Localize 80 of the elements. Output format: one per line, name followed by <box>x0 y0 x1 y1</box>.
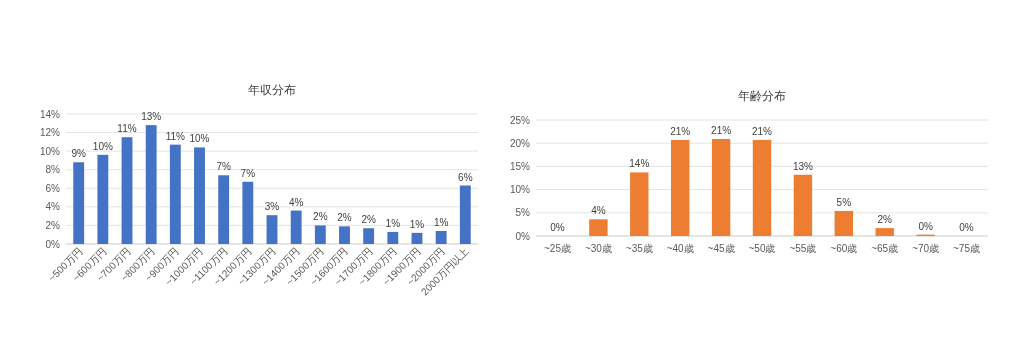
y-tick-label: 10% <box>39 145 61 157</box>
y-tick-label: 14% <box>39 108 61 120</box>
bar <box>834 210 854 236</box>
bar <box>121 137 133 244</box>
y-tick-label: 10% <box>509 184 531 196</box>
x-tick-label: ~40歳 <box>666 243 694 254</box>
bar <box>711 139 731 236</box>
data-label: 10% <box>189 133 210 145</box>
y-tick-label: 8% <box>45 164 61 176</box>
bar <box>290 210 302 244</box>
x-tick-label: ~50歳 <box>748 243 776 254</box>
y-tick-label: 0% <box>45 238 61 250</box>
bar <box>630 172 649 236</box>
data-label: 21% <box>711 125 732 137</box>
y-tick-label: 15% <box>509 160 531 172</box>
data-label: 3% <box>264 201 280 213</box>
y-tick-label: 0% <box>515 230 531 242</box>
bar <box>169 144 181 244</box>
data-label: 11% <box>165 130 186 142</box>
y-tick-label: 20% <box>509 137 531 149</box>
x-tick-label: ~65歳 <box>871 243 899 254</box>
data-label: 13% <box>141 111 162 123</box>
y-tick-label: 25% <box>509 114 531 126</box>
bar <box>670 139 690 236</box>
data-label: 2% <box>313 211 328 223</box>
bar <box>411 232 423 244</box>
y-tick-label: 4% <box>45 201 61 213</box>
y-tick-label: 6% <box>45 182 61 194</box>
bar <box>387 231 399 244</box>
x-tick-label: ~35歳 <box>625 243 653 254</box>
bar <box>752 139 772 236</box>
bar <box>97 154 109 244</box>
data-label: 1% <box>385 217 401 229</box>
bar <box>459 185 471 244</box>
data-label: 1% <box>433 217 449 228</box>
x-tick-label: ~60歳 <box>830 243 858 254</box>
bar <box>314 225 326 244</box>
data-label: 2% <box>337 212 352 224</box>
data-label: 5% <box>836 196 852 208</box>
data-label: 0% <box>550 222 565 233</box>
data-label: 4% <box>591 205 606 217</box>
x-tick-label: ~25歳 <box>543 243 571 254</box>
x-tick-label: ~55歳 <box>789 243 817 254</box>
data-label: 0% <box>959 222 974 233</box>
x-tick-label: ~75歳 <box>953 243 981 254</box>
bar <box>589 219 608 236</box>
bar <box>363 228 375 244</box>
data-label: 11% <box>117 123 137 135</box>
data-label: 21% <box>670 125 691 137</box>
bar <box>435 231 447 244</box>
data-label: 7% <box>240 167 256 179</box>
x-tick-label: ~30歳 <box>584 243 612 254</box>
chart-title: 年齢分布 <box>738 89 786 103</box>
data-label: 4% <box>288 196 304 208</box>
data-label: 7% <box>216 161 232 173</box>
bar <box>73 162 85 244</box>
y-tick-label: 12% <box>39 127 61 139</box>
data-label: 2% <box>361 214 376 226</box>
data-label: 9% <box>71 148 87 160</box>
data-label: 0% <box>918 220 933 232</box>
x-tick-label: ~70歳 <box>912 243 940 254</box>
data-label: 6% <box>458 171 473 183</box>
bar <box>194 147 205 244</box>
y-tick-label: 2% <box>45 219 61 231</box>
bar <box>145 125 157 244</box>
bar <box>218 175 230 244</box>
x-tick-label: ~45歳 <box>707 243 735 254</box>
bar <box>242 181 254 244</box>
data-label: 21% <box>751 125 773 137</box>
data-label: 10% <box>92 140 113 152</box>
bar <box>339 226 350 244</box>
chart-title: 年収分布 <box>248 83 296 97</box>
y-tick-label: 5% <box>515 207 531 219</box>
data-label: 1% <box>409 218 425 230</box>
data-label: 2% <box>877 214 893 226</box>
bar <box>793 174 813 236</box>
data-label: 14% <box>629 158 650 170</box>
data-label: 13% <box>792 160 814 172</box>
bar <box>266 215 278 244</box>
bar <box>875 228 894 236</box>
